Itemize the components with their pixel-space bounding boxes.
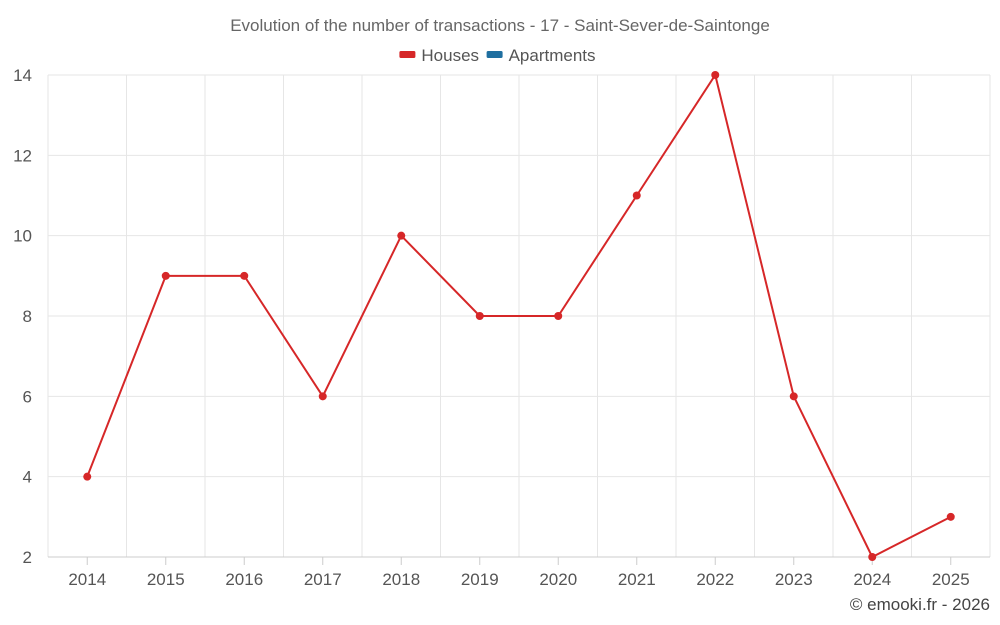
data-point[interactable] bbox=[397, 231, 406, 240]
y-tick-label: 8 bbox=[23, 307, 32, 326]
y-tick-label: 6 bbox=[23, 387, 32, 406]
series-layer bbox=[83, 71, 955, 561]
x-tick-label: 2024 bbox=[853, 570, 891, 589]
data-point[interactable] bbox=[711, 71, 720, 79]
x-tick-label: 2019 bbox=[461, 570, 499, 589]
x-tick-label: 2020 bbox=[539, 570, 577, 589]
x-tick-label: 2017 bbox=[304, 570, 342, 589]
y-tick-label: 10 bbox=[13, 227, 32, 246]
legend-label: Apartments bbox=[509, 46, 596, 65]
x-tick-label: 2025 bbox=[932, 570, 970, 589]
data-point[interactable] bbox=[240, 271, 249, 280]
data-point[interactable] bbox=[632, 191, 641, 200]
legend-label: Houses bbox=[421, 46, 479, 65]
data-point[interactable] bbox=[475, 312, 484, 320]
legend-swatch bbox=[399, 51, 416, 58]
legend-item-apartments[interactable]: Apartments bbox=[486, 46, 596, 65]
data-point[interactable] bbox=[946, 512, 955, 521]
x-tick-label: 2021 bbox=[618, 570, 656, 589]
x-tick-label: 2023 bbox=[775, 570, 813, 589]
legend: Houses Apartments bbox=[399, 46, 596, 65]
chart-title: Evolution of the number of transactions … bbox=[230, 16, 770, 35]
data-point[interactable] bbox=[318, 392, 327, 401]
legend-swatch bbox=[486, 51, 503, 58]
data-point[interactable] bbox=[554, 312, 563, 320]
y-tick-label: 4 bbox=[23, 468, 32, 487]
x-tick-label: 2022 bbox=[696, 570, 734, 589]
y-tick-label: 12 bbox=[13, 146, 32, 165]
data-point[interactable] bbox=[789, 392, 798, 401]
credit-text: © emooki.fr - 2026 bbox=[850, 595, 990, 614]
y-axis-ticks: 2 4 6 8 10 12 14 bbox=[13, 66, 32, 567]
x-tick-label: 2014 bbox=[68, 570, 106, 589]
x-tick-label: 2015 bbox=[147, 570, 185, 589]
data-point[interactable] bbox=[83, 472, 92, 481]
y-tick-label: 14 bbox=[13, 66, 32, 85]
data-point[interactable] bbox=[868, 553, 877, 561]
x-axis-ticks: 2014 2015 2016 2017 2018 2019 2020 2021 2022 2023… bbox=[68, 557, 970, 589]
y-tick-label: 2 bbox=[23, 548, 32, 567]
series-line-houses bbox=[86, 72, 952, 559]
x-tick-label: 2018 bbox=[382, 570, 420, 589]
legend-item-houses[interactable]: Houses bbox=[399, 46, 479, 65]
x-tick-label: 2016 bbox=[225, 570, 263, 589]
data-point[interactable] bbox=[161, 271, 170, 280]
